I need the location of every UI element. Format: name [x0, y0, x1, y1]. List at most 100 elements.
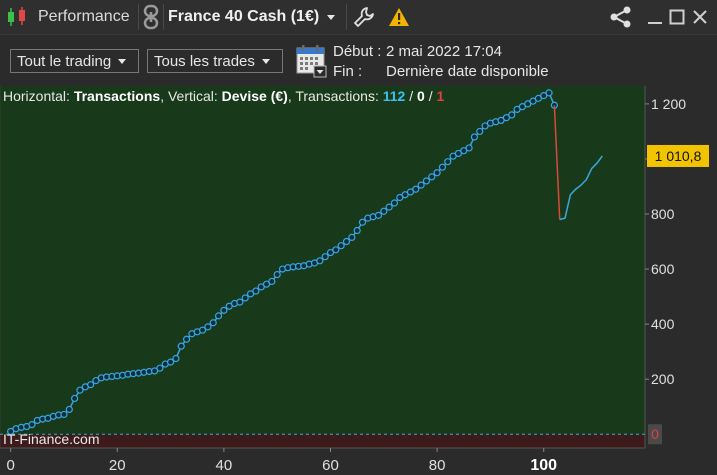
x-tick-label: 60	[322, 457, 339, 474]
trade-point	[65, 405, 73, 414]
trade-point	[374, 211, 383, 219]
trade-point	[166, 358, 175, 366]
trade-point	[545, 89, 553, 97]
separator	[138, 4, 139, 30]
trade-point	[150, 367, 159, 375]
end-date-value: Dernière date disponible	[386, 63, 549, 80]
trade-point	[390, 199, 399, 207]
chart-info-line: Horizontal: Transactions, Vertical: Devi…	[3, 88, 444, 104]
zero-badge	[648, 424, 662, 445]
count-separator: /	[424, 88, 437, 104]
zero-label: 0	[651, 426, 659, 442]
instrument-selector[interactable]: France 40 Cash (1€)	[168, 0, 336, 34]
close-icon[interactable]	[692, 0, 708, 34]
separator	[163, 4, 164, 30]
y-tick-label: 1 200	[651, 96, 686, 112]
drawdown-segment	[553, 105, 561, 220]
instrument-label: France 40 Cash (1€)	[168, 8, 320, 25]
trade-point	[262, 280, 271, 288]
share-icon[interactable]	[608, 0, 634, 34]
trade-point	[502, 114, 511, 122]
trade-point	[76, 386, 84, 394]
trade-point	[321, 253, 329, 261]
trade-point	[182, 335, 191, 343]
trade-point	[513, 105, 521, 113]
trade-point	[540, 92, 548, 100]
trade-point	[92, 376, 100, 385]
trade-point	[460, 147, 468, 155]
trading-filter-label: Tout le trading	[17, 52, 112, 70]
trade-point	[497, 116, 505, 125]
trade-point	[273, 270, 281, 279]
trade-point	[449, 152, 457, 160]
trade-point	[406, 188, 415, 196]
trade-point	[529, 97, 537, 105]
end-date-label: Fin :	[333, 63, 363, 80]
trade-point	[7, 427, 15, 436]
trade-point	[401, 191, 409, 199]
trade-point	[358, 218, 367, 226]
wrench-icon[interactable]	[353, 0, 375, 34]
maximize-icon[interactable]	[669, 0, 685, 34]
transactions-total: 112	[382, 88, 406, 104]
horizontal-value: Transactions	[73, 88, 161, 104]
trade-point	[236, 298, 244, 306]
transactions-label: , Transactions:	[287, 88, 383, 104]
trade-point	[252, 287, 260, 295]
transactions-zero: 0	[417, 88, 425, 104]
trade-point	[465, 144, 473, 152]
negative-zone	[0, 434, 645, 448]
trade-point	[518, 103, 526, 111]
trades-filter-label: Tous les trades	[154, 52, 255, 70]
trade-point	[438, 163, 447, 171]
start-date-label: Début :	[333, 43, 382, 60]
trade-point	[353, 226, 361, 235]
trades-filter-dropdown[interactable]: Tous les trades	[147, 49, 283, 73]
trade-point	[268, 277, 276, 286]
x-tick-label: 40	[216, 457, 233, 474]
trade-point	[316, 257, 324, 265]
trade-point	[396, 193, 404, 202]
horizontal-label: Horizontal:	[3, 88, 74, 104]
trade-point	[156, 364, 164, 372]
title-bar: Performance France 40 Cash (1€)	[0, 0, 717, 35]
trade-point	[470, 133, 479, 141]
minimize-icon[interactable]	[647, 0, 663, 34]
trade-point	[241, 294, 249, 302]
count-separator: /	[405, 88, 418, 104]
watermark: IT-Finance.com	[3, 431, 100, 447]
calendar-icon[interactable]	[296, 44, 328, 83]
trade-point	[28, 421, 36, 429]
trade-point	[87, 381, 95, 389]
trade-point	[534, 94, 542, 102]
trade-point	[225, 302, 233, 310]
trade-point	[380, 207, 388, 215]
chevron-down-icon	[327, 14, 336, 20]
y-tick-label: 200	[651, 371, 675, 387]
window-title: Performance	[38, 8, 130, 25]
current-value-badge	[647, 144, 709, 167]
x-tick-label: 0	[6, 457, 14, 474]
trade-point	[257, 283, 265, 291]
trade-point	[428, 173, 436, 181]
transactions-loss: 1	[436, 88, 445, 104]
trade-point	[214, 312, 223, 320]
trade-point	[444, 158, 452, 166]
warning-icon[interactable]	[388, 0, 410, 34]
trade-point	[422, 177, 431, 185]
trade-point	[348, 233, 356, 242]
trade-point	[177, 342, 185, 350]
current-value-label: 1 010,8	[655, 148, 702, 164]
link-icon[interactable]	[142, 0, 160, 34]
trade-point	[71, 394, 79, 403]
y-tick-label: 800	[651, 206, 675, 222]
candlestick-icon	[5, 0, 29, 34]
x-tick-label: 100	[530, 457, 557, 474]
trading-filter-dropdown[interactable]: Tout le trading	[10, 49, 139, 73]
trade-point	[246, 290, 255, 298]
x-tick-label: 80	[429, 457, 446, 474]
vertical-value: Devise (€)	[221, 88, 288, 104]
trade-point	[172, 354, 180, 363]
trade-point	[198, 326, 207, 334]
